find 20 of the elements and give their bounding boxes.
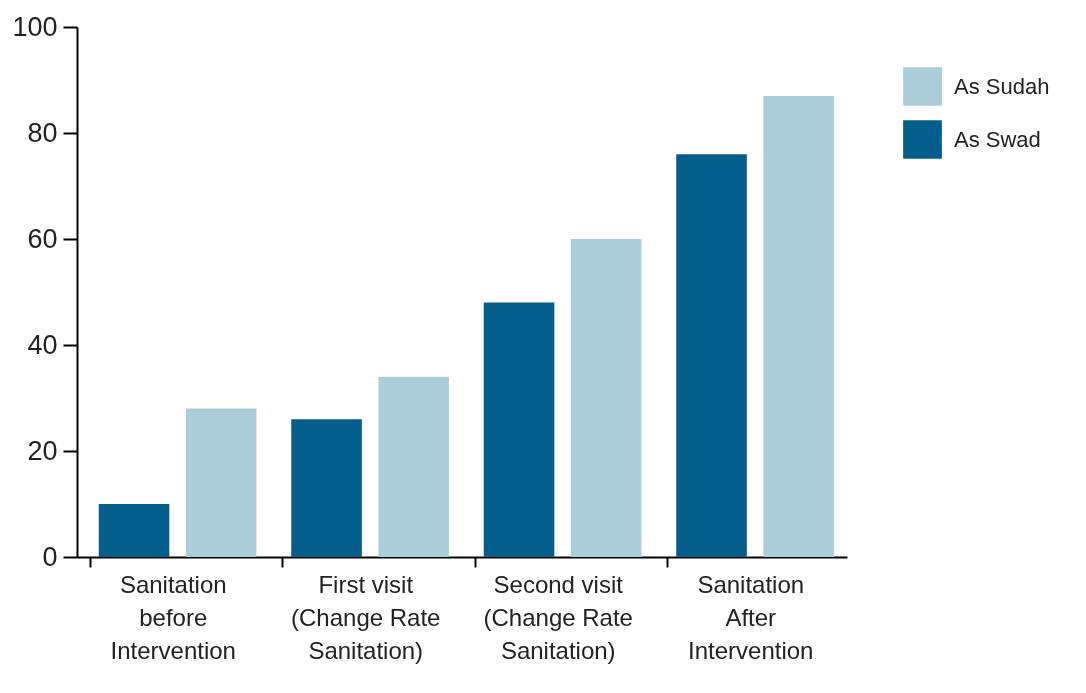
bar [676,154,747,557]
legend-label: As Sudah [954,73,1050,99]
bar [378,376,449,557]
x-tick-label: First visit (Change Rate Sanitation) [291,570,441,664]
bar [291,419,362,557]
bar [483,302,555,557]
bar [570,239,642,557]
bar [185,408,257,557]
x-tick-label: Sanitation before Intervention [110,570,236,664]
bar [98,504,170,557]
bar [763,95,834,557]
y-tick-label: 40 [27,329,58,360]
x-tick-label: Second visit (Change Rate Sanitation) [483,570,633,664]
y-tick-label: 100 [12,11,58,42]
y-tick-label: 20 [27,435,58,466]
y-tick-label: 60 [27,223,58,254]
y-tick-label: 80 [27,117,58,148]
x-tick-label: Sanitation After Intervention [688,570,814,664]
y-tick-label: 0 [42,541,58,572]
legend-label: As Swad [954,126,1041,152]
